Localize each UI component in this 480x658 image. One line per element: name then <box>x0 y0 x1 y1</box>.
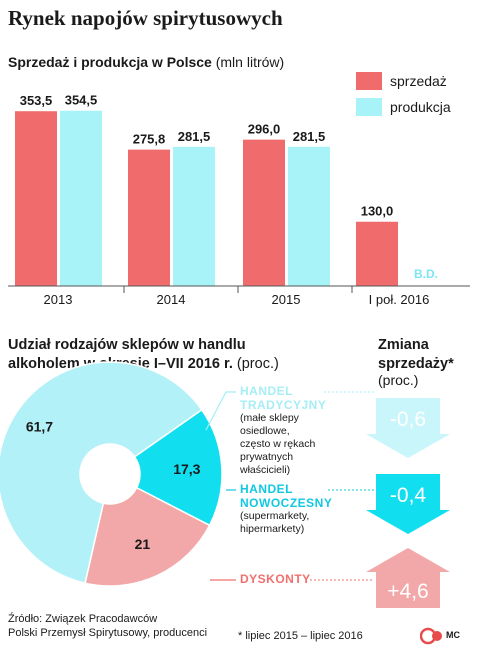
bar-value-label: 354,5 <box>65 93 98 108</box>
source-line2: Polski Przemysł Spirytusowy, producenci <box>8 627 208 639</box>
donut-slice-label: 61,7 <box>26 419 53 435</box>
arrow-down-icon <box>366 398 450 458</box>
bar-chart-unit: (mln litrów) <box>215 54 285 70</box>
donut-slice-label: 17,3 <box>173 461 200 477</box>
legend-label: sprzedaż <box>390 73 447 89</box>
traditional-desc-line: (małe sklepy <box>240 412 299 424</box>
category-modern-label: HANDEL NOWOCZESNY <box>240 482 332 510</box>
change-title-line1: Zmiana <box>378 337 429 353</box>
pie-title-unit: (proc.) <box>236 356 279 372</box>
legend-label: produkcja <box>390 99 451 115</box>
change-value: -0,4 <box>390 484 427 507</box>
category-traditional-line1: HANDEL <box>240 384 293 398</box>
bar-sales <box>15 111 57 286</box>
connector-line <box>205 391 236 431</box>
category-traditional-label: HANDEL TRADYCYJNY <box>240 384 326 412</box>
change-title-line2: sprzedaży* <box>378 356 454 372</box>
bar-value-label: 353,5 <box>20 93 53 108</box>
main-title: Rynek napojów spirytusowych <box>8 6 283 30</box>
bar-no-data-label: B.D. <box>414 267 438 281</box>
bar-value-label: 130,0 <box>361 204 394 219</box>
bar-production <box>173 146 215 286</box>
category-traditional-desc: (małe sklepy osiedlowe, często w rękach … <box>240 412 315 477</box>
category-modern-desc: (supermarkety, hipermarkety) <box>240 510 309 536</box>
bar-production <box>288 146 330 286</box>
traditional-desc-line: często w rękach <box>240 438 316 450</box>
logo-text: MC <box>446 630 460 640</box>
change-value: -0,6 <box>390 408 426 431</box>
x-tick-label: 2013 <box>44 292 73 307</box>
source-note: Źródło: Związek Pracodawców Polski Przem… <box>8 612 207 640</box>
arrow-down-icon <box>366 474 450 534</box>
traditional-desc-line: prywatnych <box>240 451 294 463</box>
modern-desc-line: (supermarkety, <box>240 510 310 522</box>
bar-value-label: 275,8 <box>133 132 166 147</box>
bar-chart-title-text: Sprzedaż i produkcja w Polsce <box>8 54 212 70</box>
change-unit: (proc.) <box>378 372 419 388</box>
logo-icon <box>420 627 442 645</box>
x-tick-label: 2014 <box>157 292 186 307</box>
donut-slice <box>0 361 203 585</box>
pie-title-line1: Udział rodzajów sklepów w handlu <box>8 337 246 353</box>
traditional-desc-line: właścicieli) <box>240 464 291 476</box>
bar-value-label: 281,5 <box>178 129 211 144</box>
modern-desc-line: hipermarkety) <box>240 523 305 535</box>
arrow-up-icon <box>366 548 450 608</box>
bar-sales <box>356 221 398 286</box>
legend-swatch <box>356 72 382 90</box>
change-title: Zmiana sprzedaży* <box>378 336 454 374</box>
category-modern-line1: HANDEL <box>240 482 293 496</box>
bar-chart-title: Sprzedaż i produkcja w Polsce (mln litró… <box>8 54 284 70</box>
traditional-desc-line: osiedlowe, <box>240 425 290 437</box>
x-tick-label: 2015 <box>272 292 301 307</box>
donut-slice <box>133 408 223 527</box>
donut-chart: 61,7 17,3 21 -0,6 -0,4 +4,6 <box>0 361 450 608</box>
category-modern-line2: NOWOCZESNY <box>240 496 333 510</box>
donut-slice <box>84 486 211 587</box>
bar-value-label: 281,5 <box>293 129 326 144</box>
source-line1: Źródło: Związek Pracodawców <box>8 613 158 625</box>
legend-swatch <box>356 98 382 116</box>
bar-sales <box>128 149 170 286</box>
x-tick-label: I poł. 2016 <box>369 292 430 307</box>
donut-slice-label: 21 <box>135 536 151 552</box>
bar-chart: 353,5 354,5 2013 275,8 281,5 2014 296,0 281,5 20… <box>8 72 470 307</box>
category-traditional-line2: TRADYCYJNY <box>240 398 327 412</box>
bar-sales <box>243 139 285 286</box>
change-value: +4,6 <box>387 580 428 603</box>
bar-production <box>60 110 102 286</box>
bar-value-label: 296,0 <box>248 122 281 137</box>
footnote: * lipiec 2015 – lipiec 2016 <box>238 630 363 642</box>
category-discount-label: DYSKONTY <box>240 572 311 586</box>
